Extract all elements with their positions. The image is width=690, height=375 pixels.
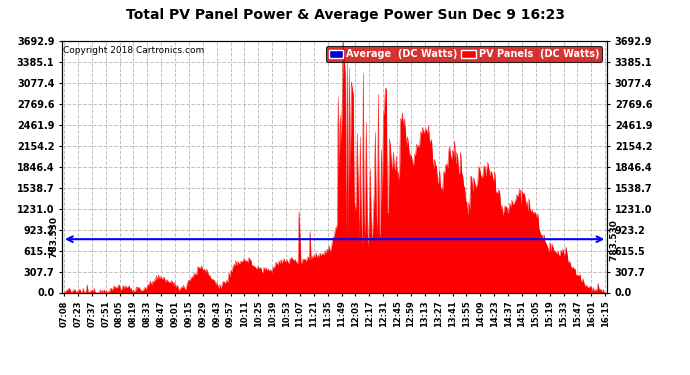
- Legend: Average  (DC Watts), PV Panels  (DC Watts): Average (DC Watts), PV Panels (DC Watts): [326, 46, 602, 62]
- Text: Copyright 2018 Cartronics.com: Copyright 2018 Cartronics.com: [63, 46, 204, 55]
- Text: 783.530: 783.530: [610, 217, 619, 261]
- Text: Total PV Panel Power & Average Power Sun Dec 9 16:23: Total PV Panel Power & Average Power Sun…: [126, 9, 564, 22]
- Text: 783.530: 783.530: [50, 217, 59, 261]
